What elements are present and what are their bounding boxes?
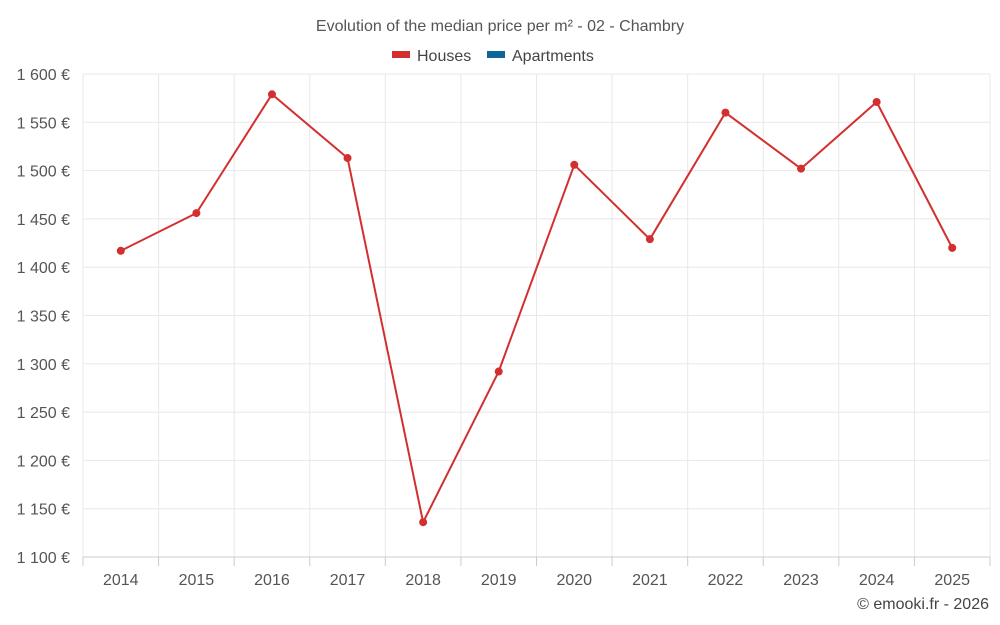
- x-tick-label: 2023: [783, 572, 819, 589]
- y-tick-label: 1 300 €: [17, 357, 70, 374]
- legend-item-houses[interactable]: Houses: [392, 48, 471, 65]
- x-axis: 2014 2015 2016 2017 2018 2019 2020 2021 2022 2023…: [82, 556, 991, 589]
- x-tick-label: 2018: [405, 572, 441, 589]
- data-point[interactable]: [343, 154, 352, 163]
- chart-title: Evolution of the median price per m² - 0…: [316, 18, 684, 35]
- data-point[interactable]: [267, 90, 276, 99]
- x-tick-label: 2015: [179, 572, 215, 589]
- y-tick-label: 1 200 €: [17, 453, 70, 470]
- x-tick-label: 2024: [859, 572, 895, 589]
- x-tick-label: 2025: [934, 572, 970, 589]
- data-point[interactable]: [419, 518, 428, 527]
- y-tick-label: 1 150 €: [17, 502, 70, 519]
- series-layer: [116, 90, 957, 527]
- data-point[interactable]: [721, 108, 730, 117]
- x-tick-label: 2022: [708, 572, 744, 589]
- data-point[interactable]: [116, 246, 125, 255]
- y-tick-label: 1 400 €: [17, 260, 70, 277]
- y-tick-label: 1 350 €: [17, 309, 70, 326]
- legend-label-houses: Houses: [417, 48, 471, 65]
- y-tick-label: 1 100 €: [17, 550, 70, 567]
- x-tick-label: 2021: [632, 572, 668, 589]
- x-tick-label: 2017: [330, 572, 366, 589]
- y-tick-label: 1 550 €: [17, 115, 70, 132]
- y-tick-label: 1 500 €: [17, 164, 70, 181]
- data-point[interactable]: [570, 160, 579, 169]
- legend-label-apartments: Apartments: [512, 48, 594, 65]
- y-tick-label: 1 600 €: [17, 67, 70, 84]
- data-point[interactable]: [948, 243, 957, 252]
- x-tick-label: 2014: [103, 572, 139, 589]
- y-tick-label: 1 250 €: [17, 405, 70, 422]
- credit-text: © emooki.fr - 2026: [857, 596, 989, 613]
- data-point[interactable]: [645, 235, 654, 244]
- data-point[interactable]: [872, 98, 881, 107]
- grid: [82, 73, 991, 557]
- legend-swatch-houses: [392, 51, 410, 58]
- x-tick-label: 2020: [556, 572, 592, 589]
- legend-item-apartments[interactable]: Apartments: [487, 48, 594, 65]
- data-point[interactable]: [192, 209, 201, 218]
- x-tick-label: 2019: [481, 572, 517, 589]
- data-point[interactable]: [494, 367, 503, 376]
- data-point[interactable]: [797, 164, 806, 173]
- x-tick-label: 2016: [254, 572, 290, 589]
- legend: Houses Apartments: [392, 48, 594, 65]
- y-tick-label: 1 450 €: [17, 212, 70, 229]
- series-line-houses: [120, 93, 954, 524]
- y-axis: 1 100 € 1 150 € 1 200 € 1 250 € 1 300 € 1 350…: [17, 67, 70, 567]
- legend-swatch-apartments: [487, 51, 505, 58]
